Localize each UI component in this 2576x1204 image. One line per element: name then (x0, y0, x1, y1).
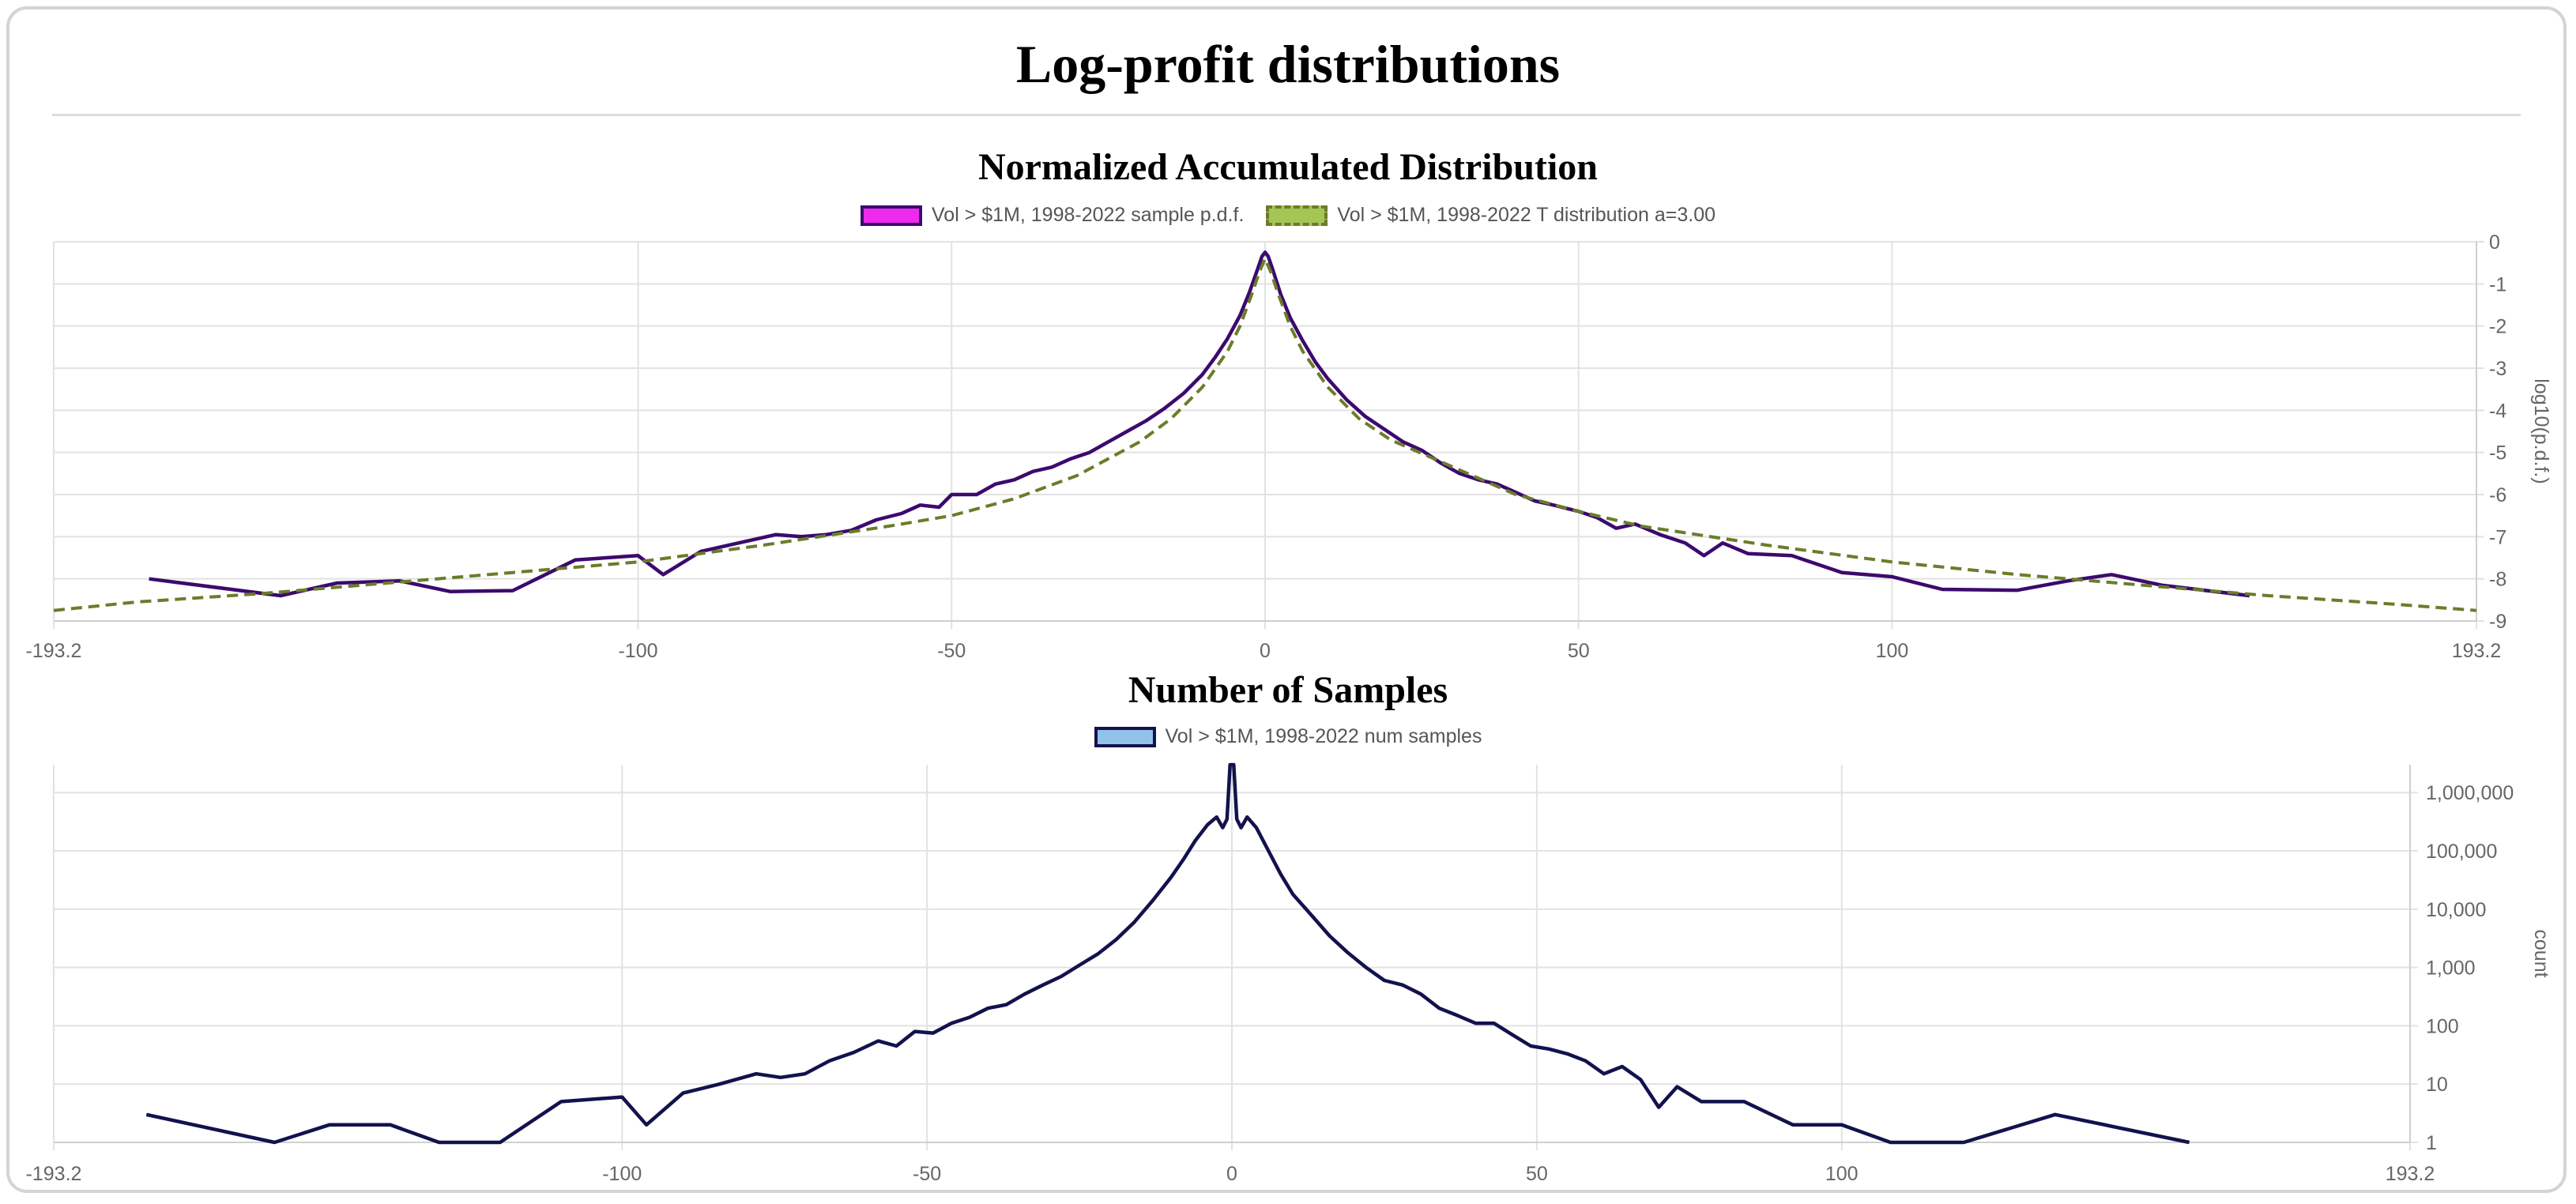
title-divider (52, 114, 2521, 116)
chart1-y-axis-label: log10(p.d.f.) (2530, 378, 2552, 483)
chart2-x-tick-label: 0 (1226, 1163, 1237, 1185)
chart1-series-1-line (149, 250, 2250, 598)
chart2-x-tick-label: 193.2 (2386, 1163, 2435, 1185)
chart2-y-tick-label: 1 (2426, 1132, 2437, 1154)
chart1-y-tick-label: -8 (2489, 569, 2506, 591)
chart1-x-tick-label: 193.2 (2452, 640, 2502, 662)
chart2-x-tick-label: -50 (913, 1163, 941, 1185)
chart1-x-tick-label: -50 (937, 640, 966, 662)
chart2-x-tick-label: 100 (1825, 1163, 1859, 1185)
chart1-title: Normalized Accumulated Distribution (978, 146, 1598, 188)
chart1-y-tick-label: 0 (2489, 231, 2500, 254)
chart2-y-tick-label: 10,000 (2426, 899, 2486, 921)
chart1-x-tick-label: -193.2 (26, 640, 82, 662)
chart1-series-2-line (53, 257, 2477, 612)
chart1-x-tick-label: 50 (1568, 640, 1590, 662)
chart2-y-tick-label: 100,000 (2426, 841, 2497, 863)
chart2-legend-item-samples[interactable]: Vol > $1M, 1998-2022 num samples (1094, 725, 1482, 748)
chart1-legend-item-sample[interactable]: Vol > $1M, 1998-2022 sample p.d.f. (861, 204, 1244, 227)
chart1-y-tick-label: -7 (2489, 526, 2506, 548)
chart2-series-1-line (145, 762, 2190, 1145)
chart1-legend-swatch-tdist (1266, 205, 1328, 226)
chart1-x-tick-label: 0 (1260, 640, 1271, 662)
chart1-legend-label-tdist: Vol > $1M, 1998-2022 T distribution a=3.… (1337, 204, 1715, 226)
chart2-x-tick-label: -100 (602, 1163, 642, 1185)
chart1-y-tick-label: -3 (2489, 358, 2506, 380)
chart2-y-tick-label: 10 (2426, 1074, 2448, 1096)
chart1-y-tick-label: -2 (2489, 316, 2506, 338)
chart2-y-tick-label: 100 (2426, 1015, 2459, 1037)
chart1-legend-label-sample: Vol > $1M, 1998-2022 sample p.d.f. (932, 204, 1245, 226)
chart2-y-tick-label: 1,000,000 (2426, 782, 2514, 804)
chart2-x-tick-label: 50 (1526, 1163, 1548, 1185)
chart1-y-tick-label: -9 (2489, 611, 2506, 633)
chart1-legend: Vol > $1M, 1998-2022 sample p.d.f. Vol >… (0, 204, 2576, 227)
chart1-x-tick-label: -100 (618, 640, 657, 662)
chart2-y-tick-label: 1,000 (2426, 958, 2476, 980)
chart1-y-tick-label: -4 (2489, 400, 2506, 422)
chart2-legend: Vol > $1M, 1998-2022 num samples (0, 725, 2576, 748)
chart2-title: Number of Samples (1128, 669, 1448, 711)
chart2-y-axis-label: count (2530, 929, 2552, 977)
chart1-legend-item-tdist[interactable]: Vol > $1M, 1998-2022 T distribution a=3.… (1266, 204, 1715, 227)
chart1-y-tick-label: -1 (2489, 273, 2506, 295)
chart1-legend-swatch-sample (861, 205, 922, 226)
chart-card (6, 6, 2567, 1193)
chart2-legend-label-samples: Vol > $1M, 1998-2022 num samples (1165, 725, 1482, 747)
chart2-x-tick-label: -193.2 (26, 1163, 82, 1185)
page-title: Log-profit distributions (1015, 34, 1561, 94)
chart2-legend-swatch-samples (1094, 726, 1156, 747)
chart1-x-tick-label: 100 (1876, 640, 1909, 662)
chart1-y-tick-label: -6 (2489, 484, 2506, 506)
chart1-y-tick-label: -5 (2489, 442, 2506, 465)
